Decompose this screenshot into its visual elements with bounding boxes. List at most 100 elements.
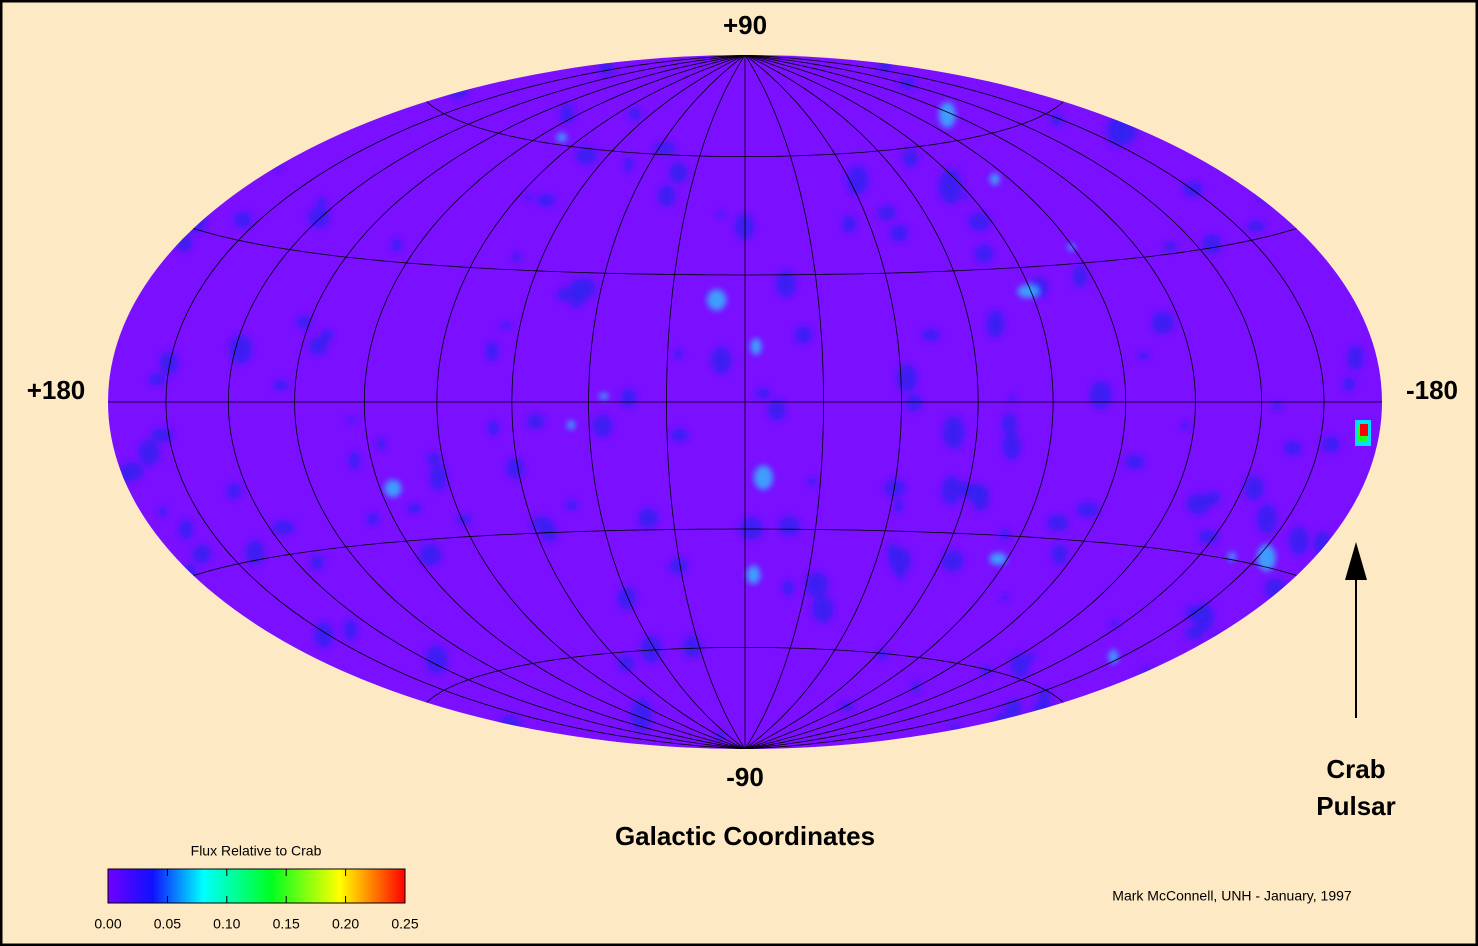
- flux-spot: [308, 206, 329, 228]
- flux-spot: [842, 215, 856, 232]
- flux-spot: [1000, 529, 1009, 540]
- flux-spot: [426, 645, 448, 673]
- flux-spot: [961, 194, 969, 199]
- flux-spot: [906, 394, 923, 411]
- right-label: -180: [1406, 375, 1458, 405]
- flux-spot: [1110, 620, 1119, 627]
- flux-spot: [1347, 346, 1363, 371]
- flux-spot: [629, 108, 642, 120]
- flux-spot: [654, 142, 675, 155]
- flux-spot: [1152, 312, 1175, 334]
- flux-spot: [392, 238, 402, 252]
- flux-spot: [1181, 422, 1189, 430]
- flux-spot: [1187, 493, 1211, 514]
- flux-spot: [841, 703, 854, 711]
- flux-spot: [317, 197, 327, 206]
- flux-spot: [1002, 413, 1017, 435]
- flux-spot: [624, 157, 633, 172]
- flux-spot: [488, 421, 499, 436]
- flux-spot: [1052, 544, 1068, 564]
- subtitle: Galactic Coordinates: [615, 821, 875, 851]
- flux-spot: [1027, 653, 1036, 661]
- flux-spot: [430, 465, 447, 491]
- flux-spot: [658, 185, 676, 206]
- flux-spot: [987, 310, 1005, 338]
- flux-spot: [669, 163, 688, 184]
- colorbar-tick-label: 0.15: [273, 916, 300, 932]
- flux-spot: [617, 587, 635, 610]
- flux-spot: [974, 245, 993, 263]
- flux-spot: [1284, 441, 1302, 455]
- flux-spot: [344, 619, 357, 640]
- flux-spot: [567, 420, 575, 430]
- flux-spot: [486, 342, 499, 362]
- flux-spot: [542, 526, 557, 542]
- flux-spot: [942, 476, 962, 505]
- page: +90 -90 +180 -180 Crab Pulsar Galactic C…: [0, 0, 1478, 946]
- flux-spot: [377, 438, 386, 450]
- flux-spot: [273, 380, 289, 390]
- flux-spot: [367, 513, 379, 526]
- flux-spot: [566, 500, 578, 510]
- flux-spot: [1073, 266, 1087, 288]
- flux-spot: [1138, 352, 1149, 360]
- flux-spot: [783, 580, 794, 595]
- flux-spot: [888, 543, 899, 559]
- flux-spot: [347, 417, 357, 423]
- flux-spot: [407, 503, 422, 513]
- flux-spot: [670, 429, 689, 442]
- flux-spot: [1186, 627, 1204, 640]
- flux-spot: [1011, 653, 1030, 677]
- flux-spot: [812, 595, 834, 623]
- flux-spot: [1076, 502, 1099, 517]
- flux-spot: [179, 520, 194, 540]
- flux-spot: [754, 465, 773, 489]
- flux-spot: [456, 515, 471, 524]
- flux-spot: [349, 452, 361, 470]
- flux-spot: [159, 507, 168, 517]
- flux-spot: [1289, 527, 1309, 555]
- flux-spot: [756, 388, 770, 399]
- bottom-label: -90: [726, 762, 764, 792]
- flux-spot: [427, 453, 441, 466]
- flux-spot: [311, 555, 324, 570]
- colorbar-tick-label: 0.00: [94, 916, 121, 932]
- colorbar-tick-label: 0.20: [332, 916, 359, 932]
- flux-spot: [1125, 455, 1145, 470]
- annotation: Crab: [1326, 754, 1385, 784]
- flux-spot: [638, 508, 658, 528]
- flux-spot: [990, 173, 1000, 185]
- flux-spot: [740, 517, 763, 540]
- flux-spot: [1017, 285, 1039, 298]
- flux-spot: [641, 635, 662, 662]
- flux-spot: [246, 540, 265, 564]
- flux-spot: [512, 253, 521, 262]
- flux-spot: [922, 329, 940, 341]
- flux-spot: [717, 211, 726, 217]
- flux-spot: [1343, 377, 1355, 391]
- flux-spot: [897, 568, 905, 580]
- flux-spot: [795, 326, 812, 344]
- flux-spot: [1001, 595, 1009, 601]
- flux-spot: [314, 622, 333, 648]
- flux-spot: [943, 416, 965, 449]
- flux-spot: [599, 393, 609, 400]
- flux-spot: [896, 364, 917, 392]
- flux-spot: [674, 349, 683, 359]
- flux-spot: [1321, 436, 1340, 452]
- flux-spot: [878, 206, 895, 221]
- flux-spot: [1196, 607, 1207, 620]
- flux-spot: [1244, 476, 1263, 501]
- flux-spot: [227, 484, 241, 499]
- flux-spot: [890, 225, 908, 242]
- flux-spot: [972, 485, 989, 511]
- colorbar-tick-label: 0.10: [213, 916, 240, 932]
- flux-spot: [149, 373, 166, 386]
- flux-spot: [621, 389, 637, 408]
- flux-spot: [1247, 221, 1265, 232]
- flux-spot: [903, 149, 918, 167]
- flux-spot: [1199, 530, 1219, 544]
- flux-spot: [618, 655, 635, 671]
- flux-spot: [683, 636, 701, 658]
- flux-spot: [384, 480, 401, 498]
